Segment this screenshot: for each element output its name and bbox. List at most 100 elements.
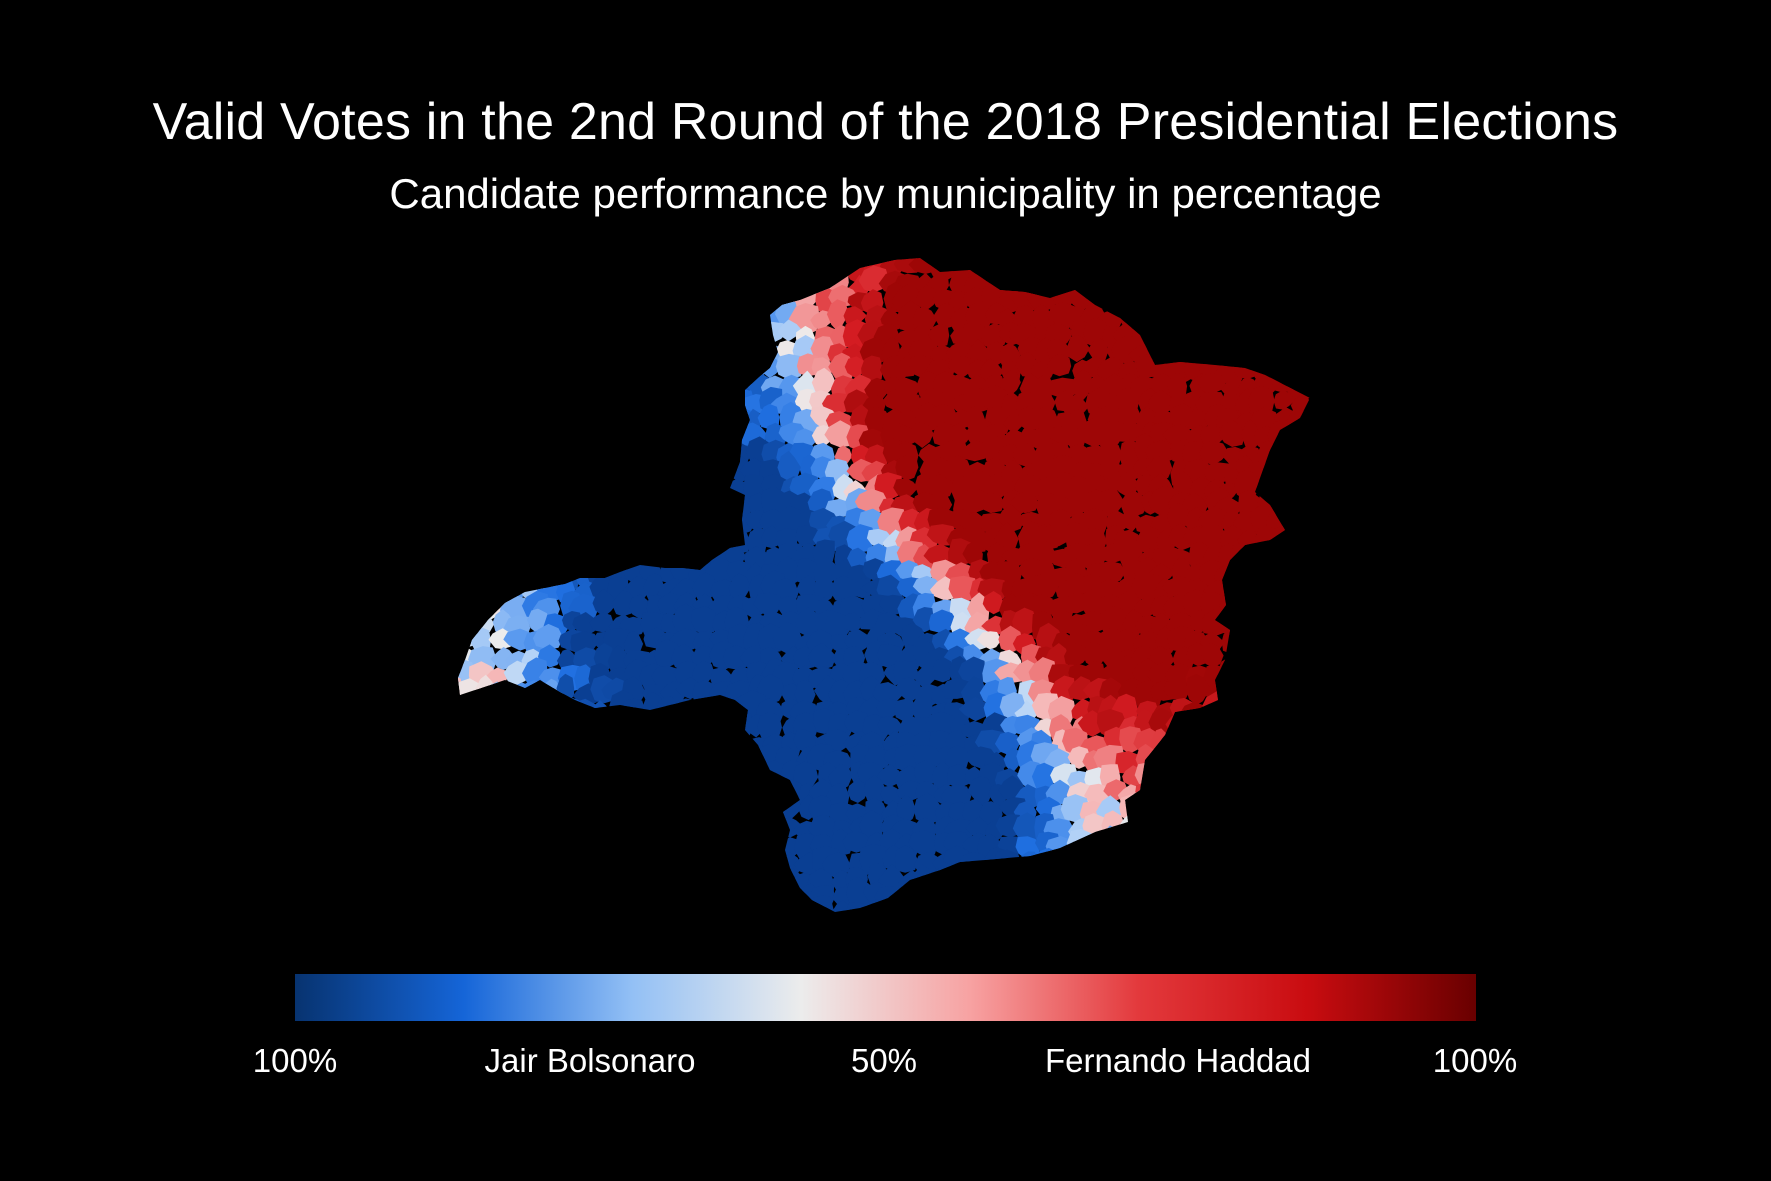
municipality-cell	[674, 532, 699, 553]
municipality-cell	[591, 884, 615, 907]
municipality-cell	[458, 881, 480, 912]
municipality-cell	[827, 258, 854, 277]
municipality-cell	[1255, 825, 1280, 858]
municipality-cell	[861, 355, 883, 383]
municipality-cell	[1185, 303, 1212, 332]
municipality-cell	[539, 475, 565, 499]
municipality-cell	[963, 902, 990, 912]
municipality-cell	[1238, 579, 1264, 610]
municipality-cell	[713, 697, 735, 724]
municipality-cell	[1183, 282, 1212, 315]
municipality-cell	[967, 866, 996, 895]
municipality-cell	[1266, 269, 1294, 297]
municipality-cell	[591, 541, 615, 569]
municipality-cell	[1250, 641, 1283, 669]
municipality-cell	[491, 784, 515, 806]
municipality-cell	[1239, 770, 1264, 792]
municipality-cell	[458, 718, 478, 739]
municipality-cell	[877, 507, 906, 537]
municipality-cell	[977, 900, 1007, 912]
municipality-cell	[592, 338, 618, 366]
municipality-cell	[458, 321, 465, 350]
municipality-cell	[1205, 797, 1231, 821]
municipality-cell	[574, 370, 599, 402]
municipality-cell	[694, 899, 717, 912]
municipality-cell	[481, 458, 514, 488]
municipality-cell	[585, 285, 616, 310]
municipality-cell	[712, 420, 737, 444]
municipality-cell	[743, 546, 772, 570]
municipality-cell	[1289, 650, 1310, 675]
municipality-cell	[621, 258, 650, 283]
municipality-cell	[544, 543, 568, 567]
municipality-cell	[739, 743, 764, 774]
municipality-cell	[690, 828, 718, 855]
municipality-cell	[640, 833, 669, 862]
municipality-cell	[518, 322, 550, 344]
municipality-cell	[1184, 765, 1210, 793]
municipality-cell	[781, 273, 805, 301]
municipality-cell	[458, 526, 482, 554]
municipality-cell	[1292, 897, 1310, 912]
municipality-cell	[471, 258, 501, 284]
municipality-cell	[606, 339, 631, 365]
municipality-cell	[777, 450, 801, 483]
municipality-cell	[1062, 860, 1089, 895]
municipality-cell	[1233, 885, 1261, 909]
legend-label-bolsonaro: Jair Bolsonaro	[484, 1042, 696, 1079]
municipality-cell	[626, 835, 651, 861]
municipality-cell	[1201, 901, 1222, 912]
municipality-cell	[476, 276, 499, 300]
municipality-cell	[458, 580, 477, 605]
municipality-cell	[612, 487, 636, 518]
municipality-cell	[458, 372, 465, 396]
municipality-cell	[1272, 258, 1296, 266]
municipality-cell	[1285, 779, 1310, 803]
municipality-cell	[909, 422, 934, 448]
municipality-cell	[658, 286, 682, 314]
municipality-cell	[1146, 258, 1176, 283]
municipality-cell	[1216, 290, 1241, 315]
municipality-cell	[1306, 575, 1310, 605]
municipality-cell	[1253, 849, 1281, 876]
municipality-cell	[1270, 579, 1303, 602]
municipality-cell	[1271, 308, 1294, 329]
municipality-cell	[1266, 338, 1298, 363]
municipality-cell	[1267, 321, 1295, 354]
municipality-cell	[525, 740, 550, 771]
municipality-cell	[675, 402, 707, 431]
municipality-cell	[1253, 266, 1279, 297]
municipality-cell	[1235, 631, 1257, 656]
municipality-cell	[1201, 851, 1224, 875]
municipality-cell	[538, 520, 565, 549]
municipality-cell	[605, 389, 631, 417]
municipality-cell	[1096, 444, 1123, 468]
municipality-cell	[579, 797, 605, 818]
municipality-cell	[501, 878, 527, 906]
municipality-cell	[1180, 320, 1209, 343]
municipality-cell	[458, 273, 461, 296]
municipality-cell	[1117, 267, 1147, 299]
municipality-cell	[526, 697, 552, 723]
municipality-cell	[1304, 275, 1310, 298]
municipality-cell	[1297, 782, 1310, 808]
municipality-cell	[624, 289, 647, 321]
municipality-cell	[726, 851, 749, 872]
municipality-cell	[622, 394, 650, 420]
municipality-cell	[537, 901, 560, 912]
municipality-cell	[1187, 867, 1211, 893]
municipality-cell	[693, 522, 723, 556]
municipality-cell	[650, 442, 684, 466]
municipality-cell	[474, 885, 498, 911]
chart-title: Valid Votes in the 2nd Round of the 2018…	[152, 93, 1619, 151]
municipality-cell	[707, 352, 733, 380]
municipality-cell	[551, 830, 582, 856]
municipality-cell	[458, 866, 461, 896]
municipality-cell	[1184, 271, 1212, 296]
municipality-cell	[557, 490, 578, 522]
municipality-cell	[458, 294, 468, 313]
municipality-cell	[1085, 835, 1108, 859]
municipality-cell	[1301, 728, 1310, 756]
municipality-cell	[503, 454, 534, 483]
municipality-cell	[671, 698, 702, 723]
